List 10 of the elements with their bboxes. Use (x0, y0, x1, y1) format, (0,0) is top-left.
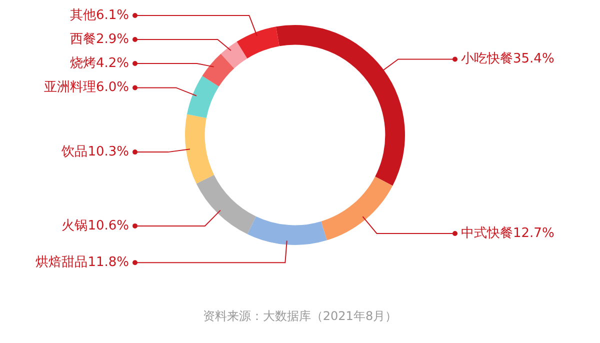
slice-label: 火锅10.6% (62, 218, 129, 234)
slice-label: 亚洲料理6.0% (44, 80, 129, 96)
slice-label: 西餐2.9% (70, 32, 129, 47)
slice-label: 其他6.1% (70, 8, 129, 23)
slice-label: 小吃快餐35.4% (461, 52, 554, 67)
slice-label: 饮品10.3% (60, 144, 129, 160)
slice-label: 中式快餐12.7% (461, 226, 554, 241)
slice-label: 烧烤4.2% (70, 56, 129, 71)
text: 资料来源：大数据库（2021年8月） (202, 308, 398, 325)
slice-label: 烘焙甜品11.8% (36, 255, 129, 270)
